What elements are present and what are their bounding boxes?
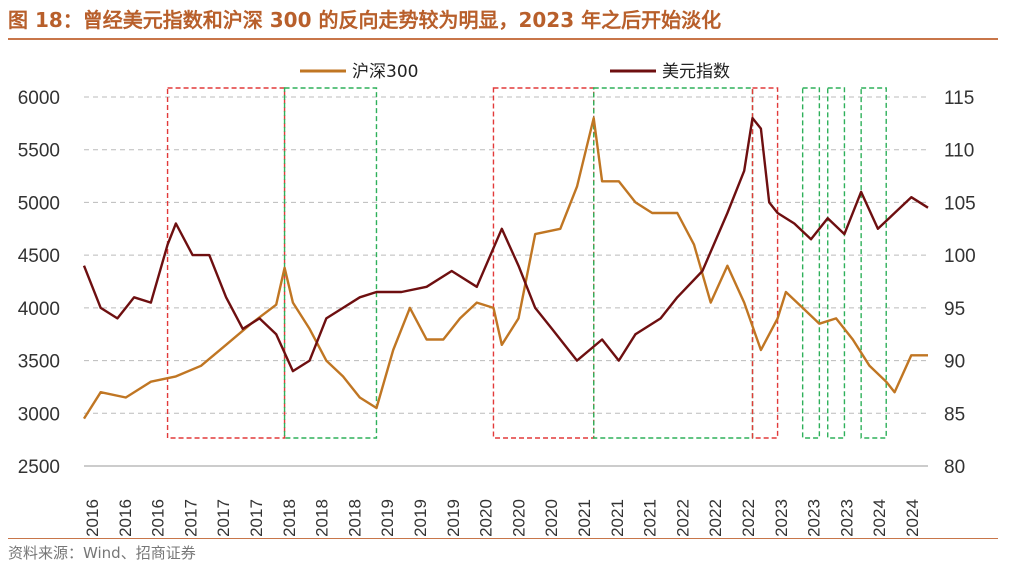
left-tick-label: 3000 xyxy=(18,404,60,425)
x-tick-label: 2017 xyxy=(214,499,233,536)
right-tick-label: 90 xyxy=(944,352,965,373)
x-tick-label: 2023 xyxy=(772,499,791,536)
right-tick-label: 85 xyxy=(944,404,965,425)
x-tick-label: 2024 xyxy=(903,499,922,536)
right-tick-label: 115 xyxy=(944,88,974,109)
left-tick-label: 2500 xyxy=(18,457,60,478)
legend-label: 沪深300 xyxy=(352,62,418,82)
dollar-index-line xyxy=(82,116,929,373)
right-tick-label: 100 xyxy=(944,246,976,267)
x-tick-label: 2016 xyxy=(83,499,102,536)
x-tick-label: 2023 xyxy=(837,499,856,536)
right-tick-label: 110 xyxy=(944,141,974,162)
right-tick-label: 80 xyxy=(944,457,965,478)
x-tick-label: 2020 xyxy=(509,499,528,536)
x-tick-label: 2020 xyxy=(477,499,496,536)
title-divider xyxy=(8,38,998,40)
x-tick-label: 2023 xyxy=(805,499,824,536)
legend-label: 美元指数 xyxy=(662,62,730,82)
left-tick-label: 5500 xyxy=(18,141,60,162)
red-highlight-box xyxy=(492,87,595,439)
x-tick-label: 2019 xyxy=(378,499,397,536)
green-highlight-box xyxy=(860,87,887,439)
x-tick-label: 2024 xyxy=(870,499,889,536)
green-highlight-box xyxy=(283,87,378,439)
x-tick-label: 2017 xyxy=(181,499,200,536)
x-tick-label: 2017 xyxy=(247,499,266,536)
x-tick-label: 2021 xyxy=(608,499,627,536)
hs300-line xyxy=(82,116,928,420)
series-lines xyxy=(82,116,929,420)
left-tick-label: 6000 xyxy=(18,88,60,109)
green-highlight-box xyxy=(593,87,754,439)
right-y-axis: 80 85 90 95 100 105 110 115 xyxy=(944,88,976,478)
x-tick-label: 2020 xyxy=(542,499,561,536)
x-tick-label: 2018 xyxy=(280,499,299,536)
highlight-boxes xyxy=(166,87,887,439)
x-tick-label: 2021 xyxy=(641,499,660,536)
left-tick-label: 3500 xyxy=(18,352,60,373)
left-tick-label: 4500 xyxy=(18,246,60,267)
legend: 沪深300 美元指数 xyxy=(300,62,730,82)
x-tick-label: 2022 xyxy=(706,499,725,536)
x-tick-label: 2019 xyxy=(444,499,463,536)
figure-title: 图 18：曾经美元指数和沪深 300 的反向走势较为明显，2023 年之后开始淡… xyxy=(8,8,722,32)
x-axis: 2016 2016 2016 2017 2017 2017 2018 2018 2018 2019… xyxy=(83,499,922,536)
x-tick-label: 2019 xyxy=(411,499,430,536)
left-tick-label: 4000 xyxy=(18,299,60,320)
dual-axis-line-chart: 2500 3000 3500 4000 4500 5000 5500 6000 80 85 90 9… xyxy=(18,62,976,536)
bottom-divider xyxy=(8,538,998,539)
x-tick-label: 2016 xyxy=(116,499,135,536)
red-highlight-box xyxy=(166,87,286,439)
right-tick-label: 95 xyxy=(944,299,965,320)
green-highlight-box xyxy=(801,87,821,439)
x-tick-label: 2018 xyxy=(345,499,364,536)
green-highlight-box xyxy=(827,87,846,439)
left-tick-label: 5000 xyxy=(18,193,60,214)
gridlines xyxy=(84,96,928,467)
left-y-axis: 2500 3000 3500 4000 4500 5000 5500 6000 xyxy=(18,88,60,478)
x-tick-label: 2018 xyxy=(313,499,332,536)
x-tick-label: 2022 xyxy=(673,499,692,536)
x-tick-label: 2016 xyxy=(149,499,168,536)
source-note: 资料来源：Wind、招商证券 xyxy=(8,544,196,562)
right-tick-label: 105 xyxy=(944,193,976,214)
red-highlight-box xyxy=(751,87,779,439)
x-tick-label: 2022 xyxy=(739,499,758,536)
x-tick-label: 2021 xyxy=(575,499,594,536)
